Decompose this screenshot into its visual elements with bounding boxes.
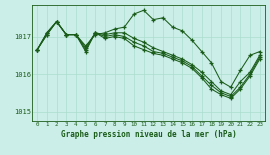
X-axis label: Graphe pression niveau de la mer (hPa): Graphe pression niveau de la mer (hPa) [61, 130, 236, 139]
